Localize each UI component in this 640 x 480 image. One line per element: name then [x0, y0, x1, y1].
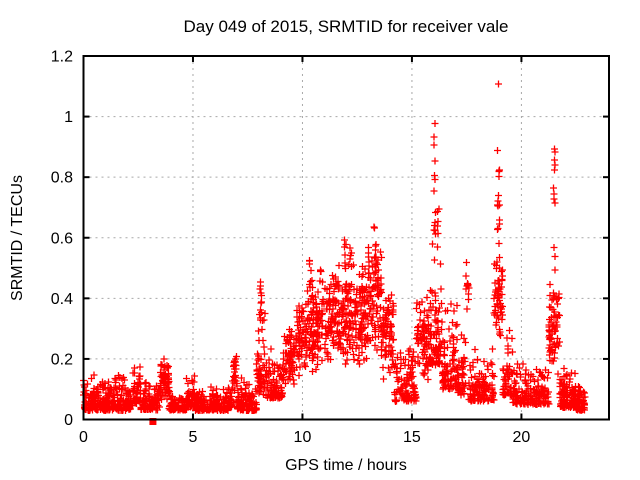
- x-tick-label: 15: [403, 429, 421, 446]
- tick-labels: 0 5 10 15 20 0 0.2 0.4 0.6 0.8 1 1.2: [51, 49, 531, 447]
- y-tick-label: 0.2: [51, 351, 73, 368]
- x-tick-label: 10: [294, 429, 312, 446]
- y-axis-label: SRMTID / TECUs: [9, 175, 26, 301]
- x-tick-label: 20: [513, 429, 531, 446]
- y-tick-label: 0.8: [51, 170, 73, 187]
- square-marker-outlier: [149, 418, 157, 425]
- x-axis-label: GPS time / hours: [285, 457, 407, 474]
- x-tick-label: 5: [189, 429, 198, 446]
- plus-markers: [80, 80, 589, 414]
- scatter-points: [80, 80, 589, 425]
- y-tick-label: 1: [64, 109, 73, 126]
- y-tick-label: 0.6: [51, 230, 73, 247]
- chart-title: Day 049 of 2015, SRMTID for receiver val…: [183, 17, 508, 36]
- y-tick-label: 0.4: [51, 291, 73, 308]
- y-tick-label: 1.2: [51, 49, 73, 66]
- y-tick-label: 0: [64, 412, 73, 429]
- gridlines: [83, 56, 609, 420]
- tick-marks: [82, 55, 609, 421]
- x-tick-label: 0: [79, 429, 88, 446]
